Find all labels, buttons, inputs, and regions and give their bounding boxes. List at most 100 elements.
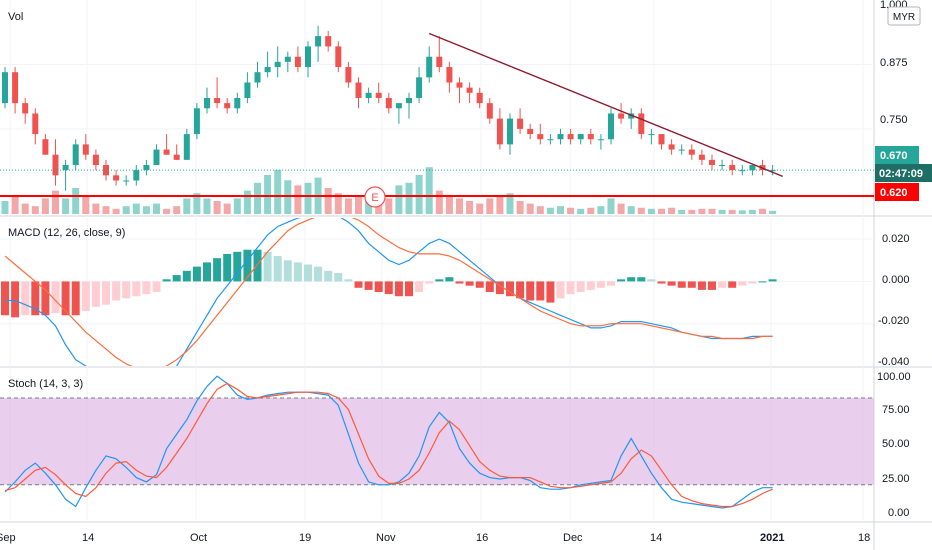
candle-body[interactable] — [42, 139, 49, 155]
price-overlays — [0, 32, 874, 197]
candle-body[interactable] — [2, 72, 8, 104]
candle-body[interactable] — [123, 180, 130, 182]
macd-histogram-bar — [697, 281, 706, 290]
candle-body[interactable] — [183, 134, 190, 160]
candle-body[interactable] — [153, 149, 160, 166]
candle-body[interactable] — [638, 113, 645, 135]
candle-body[interactable] — [22, 103, 29, 114]
candle-body[interactable] — [254, 72, 261, 83]
signal-line[interactable] — [4, 216, 773, 370]
volume-bar — [213, 201, 221, 214]
candle-body[interactable] — [527, 128, 534, 135]
candle-body[interactable] — [507, 118, 513, 145]
macd-histogram-bar — [667, 281, 676, 286]
candle-body[interactable] — [416, 77, 423, 98]
candle-body[interactable] — [163, 149, 170, 155]
candle-body[interactable] — [709, 159, 715, 166]
price-tick: 0.750 — [880, 114, 908, 126]
stoch-d-line[interactable] — [4, 382, 773, 508]
candle-body[interactable] — [577, 134, 584, 140]
stochastic-indicator[interactable] — [0, 375, 874, 509]
candle-body[interactable] — [557, 134, 564, 140]
candle-body[interactable] — [204, 97, 210, 109]
candle-body[interactable] — [688, 149, 695, 155]
stoch-axis[interactable]: 100.00 75.00 50.00 25.00 0.00 — [877, 371, 911, 519]
candle-body[interactable] — [658, 134, 665, 145]
candle-body[interactable] — [567, 134, 574, 140]
macd-axis[interactable]: 0.020 0.000 -0.020 -0.040 — [878, 233, 910, 368]
candle-body[interactable] — [173, 154, 180, 160]
macd-histogram-bar — [596, 281, 605, 288]
candle-body[interactable] — [436, 56, 443, 68]
time-axis[interactable]: Sep 14 Oct 19 Nov 16 Dec 14 2021 18 — [0, 532, 870, 544]
volume-bar — [738, 210, 746, 214]
candle-body[interactable] — [618, 113, 625, 119]
candle-body[interactable] — [234, 97, 241, 109]
candle-body[interactable] — [103, 165, 109, 176]
candle-body[interactable] — [345, 67, 352, 83]
candle-body[interactable] — [264, 67, 271, 73]
candle-body[interactable] — [486, 103, 493, 119]
candle-body[interactable] — [456, 82, 463, 88]
currency-badge[interactable] — [887, 6, 921, 26]
candle-body[interactable] — [395, 103, 402, 109]
candle-body[interactable] — [224, 103, 231, 109]
candle-body[interactable] — [294, 56, 301, 68]
candle-body[interactable] — [476, 92, 483, 104]
candle-body[interactable] — [496, 118, 503, 145]
candle-body[interactable] — [82, 144, 89, 155]
candle-body[interactable] — [719, 165, 726, 167]
candle-body[interactable] — [143, 165, 150, 171]
candle-body[interactable] — [537, 134, 544, 140]
candle-body[interactable] — [193, 108, 200, 135]
candle-body[interactable] — [335, 46, 342, 68]
candle-body[interactable] — [648, 134, 655, 136]
candle-body[interactable] — [244, 82, 251, 98]
candle-body[interactable] — [12, 72, 19, 104]
candle-body[interactable] — [628, 113, 635, 119]
candle-body[interactable] — [608, 113, 614, 140]
stoch-k-line[interactable] — [4, 375, 773, 509]
candle-body[interactable] — [466, 87, 473, 93]
macd-line[interactable] — [5, 216, 773, 404]
candle-body[interactable] — [284, 56, 291, 62]
candle-body[interactable] — [274, 61, 281, 68]
candle-body[interactable] — [426, 56, 433, 78]
candle-body[interactable] — [517, 118, 524, 129]
candle-body[interactable] — [698, 154, 705, 160]
macd-indicator[interactable] — [1, 216, 777, 404]
candle-body[interactable] — [62, 165, 69, 171]
price-axis[interactable]: 1.000 0.875 0.750 MYR — [880, 0, 921, 126]
candle-body[interactable] — [305, 46, 311, 68]
candle-body[interactable] — [547, 139, 554, 141]
candle-body[interactable] — [668, 144, 675, 150]
candle-body[interactable] — [315, 36, 322, 47]
candle-body[interactable] — [214, 97, 221, 104]
macd-histogram-bar — [435, 279, 444, 282]
candle-body[interactable] — [446, 67, 453, 83]
candle-body[interactable] — [406, 97, 412, 104]
candle-body[interactable] — [32, 113, 39, 135]
candle-body[interactable] — [365, 92, 372, 98]
candle-body[interactable] — [375, 92, 382, 98]
candle-body[interactable] — [133, 170, 140, 181]
earnings-marker[interactable]: E — [364, 186, 386, 208]
candle-body[interactable] — [597, 139, 604, 141]
candle-body[interactable] — [678, 149, 685, 151]
candle-body[interactable] — [729, 165, 736, 171]
candle-body[interactable] — [325, 36, 332, 47]
volume-bar — [92, 203, 100, 214]
candle-body[interactable] — [355, 82, 362, 98]
candle-body[interactable] — [92, 154, 99, 166]
candle-body[interactable] — [769, 170, 776, 172]
candle-body[interactable] — [72, 144, 79, 166]
candle-body[interactable] — [52, 154, 59, 176]
candle-body[interactable] — [385, 97, 392, 109]
candle-body[interactable] — [113, 175, 120, 181]
macd-histogram-bar — [506, 281, 514, 297]
candle-body[interactable] — [587, 134, 594, 140]
candle-body[interactable] — [749, 165, 756, 171]
candle-body[interactable] — [739, 170, 746, 172]
candlesticks[interactable] — [2, 25, 776, 191]
